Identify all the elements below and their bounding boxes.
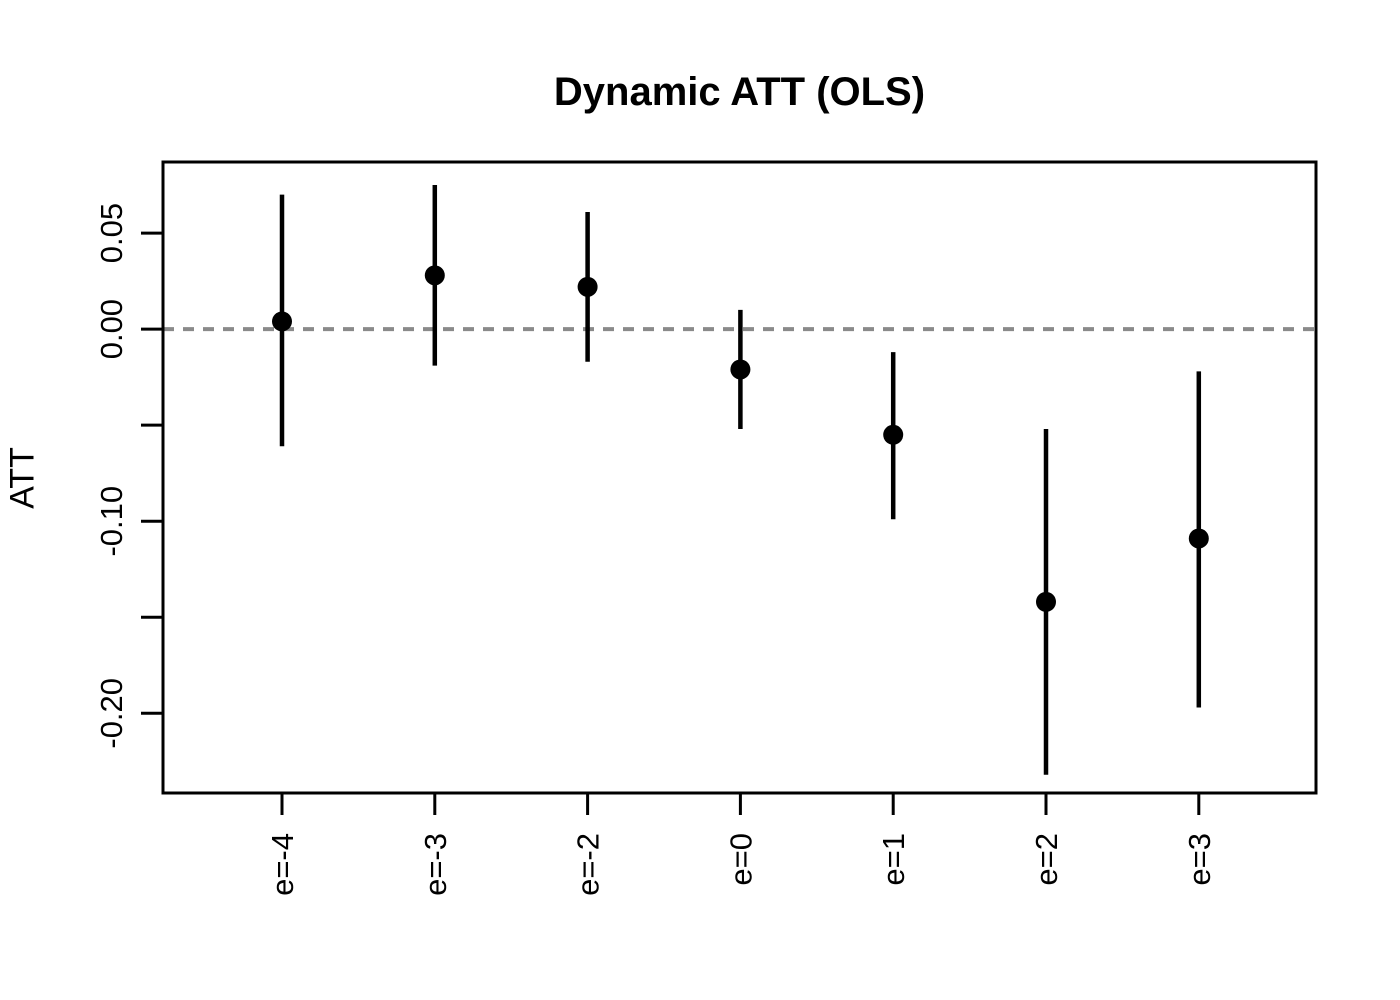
x-tick-label: e=3 <box>1182 833 1217 886</box>
x-tick-label: e=-2 <box>571 833 606 896</box>
point-estimate-marker <box>577 276 598 297</box>
point-estimate-marker <box>883 424 904 445</box>
y-tick-label: -0.20 <box>94 678 129 749</box>
point-estimate-marker <box>272 311 292 332</box>
x-tick-label: e=2 <box>1029 833 1064 886</box>
point-estimate-marker <box>730 359 751 380</box>
point-estimate-marker <box>1188 528 1209 549</box>
x-tick-label: e=0 <box>723 833 758 886</box>
point-estimate-marker <box>1036 591 1056 612</box>
y-tick-label: -0.10 <box>94 486 129 557</box>
chart-title: Dynamic ATT (OLS) <box>553 70 926 114</box>
x-tick-label: e=-4 <box>265 833 300 896</box>
x-tick-label: e=1 <box>876 833 911 886</box>
y-tick-label: 0.00 <box>94 299 129 359</box>
point-estimate-marker <box>424 265 445 286</box>
y-tick-label: 0.05 <box>94 203 129 263</box>
x-tick-label: e=-3 <box>418 833 453 896</box>
plot-frame <box>161 160 1318 795</box>
